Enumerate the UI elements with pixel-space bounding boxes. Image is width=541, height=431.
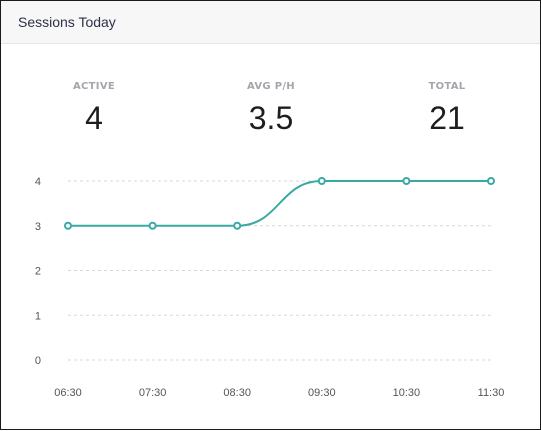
stat-active-label: ACTIVE (73, 81, 115, 92)
data-point[interactable] (233, 221, 242, 230)
data-point[interactable] (317, 177, 326, 185)
x-tick-label: 07:30 (139, 387, 167, 399)
data-point[interactable] (402, 177, 411, 185)
x-tick-label: 09:30 (308, 387, 336, 399)
stat-active: ACTIVE 4 (34, 81, 154, 137)
stat-avg-per-hour-label: AVG P/H (247, 81, 295, 92)
stat-active-value: 4 (85, 100, 103, 136)
y-tick-label: 3 (35, 221, 41, 233)
stat-total: TOTAL 21 (387, 81, 507, 137)
x-tick-label: 11:30 (478, 387, 505, 399)
card-title: Sessions Today (18, 14, 116, 30)
x-tick-label: 10:30 (393, 387, 421, 399)
card-header: Sessions Today (1, 1, 540, 44)
y-tick-label: 0 (35, 355, 41, 367)
series-line (68, 179, 491, 227)
stat-total-value: 21 (429, 100, 465, 136)
data-point[interactable] (64, 221, 72, 230)
data-point[interactable] (487, 177, 495, 185)
y-tick-label: 4 (35, 176, 41, 188)
y-tick-label: 1 (35, 310, 41, 322)
y-tick-label: 2 (35, 266, 41, 278)
data-point[interactable] (148, 221, 157, 230)
stat-avg-per-hour-value: 3.5 (248, 100, 294, 136)
x-tick-label: 08:30 (223, 387, 251, 399)
x-tick-label: 06:30 (54, 387, 82, 399)
stat-avg-per-hour: AVG P/H 3.5 (211, 81, 331, 137)
stat-total-label: TOTAL (428, 81, 466, 92)
